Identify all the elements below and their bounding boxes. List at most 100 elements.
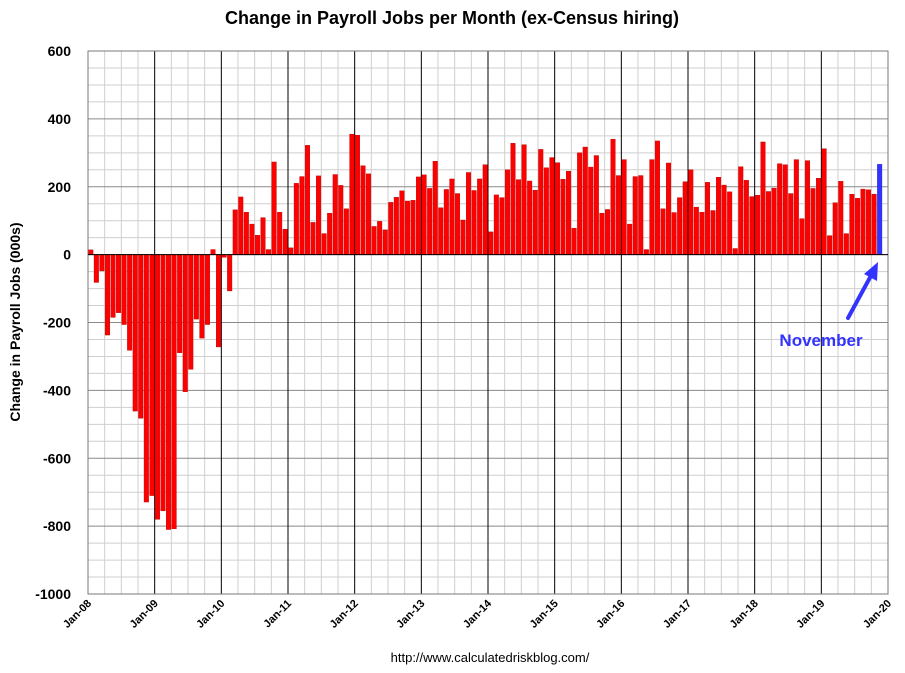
bar [293, 183, 299, 255]
bar [532, 189, 538, 255]
bar [843, 233, 849, 255]
bar [399, 190, 405, 255]
bar [766, 191, 772, 255]
bar [266, 249, 272, 255]
bar [99, 254, 105, 272]
bar [393, 197, 399, 255]
x-tick-label: Jan-17 [661, 598, 694, 631]
bar [471, 190, 477, 255]
bar [660, 208, 666, 255]
bar [288, 247, 294, 255]
bar [527, 180, 533, 255]
bar [193, 254, 199, 320]
x-tick-labels: Jan-08 Jan-09 Jan-10 Jan-11 Jan-12 Jan-13 Jan-… [61, 597, 894, 631]
x-tick-label: Jan-18 [728, 598, 761, 631]
bar [104, 254, 110, 336]
bar [671, 212, 677, 255]
x-tick-label: Jan-20 [861, 598, 894, 631]
bar [210, 249, 216, 255]
bar [716, 177, 722, 255]
bar [832, 202, 838, 255]
bar [332, 174, 338, 255]
bar [771, 187, 777, 255]
bar [516, 179, 522, 255]
bar [466, 172, 472, 255]
bar [777, 163, 783, 255]
bar [149, 254, 155, 496]
bar [632, 176, 638, 255]
bar [521, 144, 527, 255]
x-tick-label: Jan-08 [61, 598, 94, 631]
annotation-arrow [846, 270, 875, 320]
bar [482, 164, 488, 255]
bar [560, 179, 566, 255]
bar [177, 254, 183, 353]
bar [371, 226, 377, 255]
x-tick-label: Jan-09 [128, 598, 161, 631]
bar [621, 159, 627, 255]
bar [132, 254, 138, 412]
bar [238, 196, 244, 255]
bar [327, 213, 333, 255]
bar [799, 218, 805, 255]
x-tick-label: Jan-15 [528, 598, 561, 631]
bar [654, 140, 660, 255]
bar [588, 166, 594, 255]
bar [877, 164, 883, 255]
bar [227, 254, 233, 292]
y-tick-label: 200 [48, 179, 72, 195]
bar [743, 180, 749, 255]
bar [793, 159, 799, 255]
bar [349, 133, 355, 255]
y-tick-label: -800 [43, 518, 71, 534]
bar [838, 181, 844, 255]
bar [577, 152, 583, 255]
bar [638, 175, 644, 255]
bar [310, 222, 316, 255]
bar [593, 155, 599, 255]
bar [366, 173, 372, 255]
bar [582, 146, 588, 255]
bar [88, 249, 94, 255]
bars [88, 133, 883, 530]
bar [299, 176, 305, 255]
bar [343, 208, 349, 255]
bar [127, 254, 133, 351]
bar [354, 134, 360, 255]
chart-title: Change in Payroll Jobs per Month (ex-Cen… [225, 8, 679, 28]
bar [454, 193, 460, 255]
source-credit: http://www.calculatedriskblog.com/ [391, 650, 590, 665]
bar [93, 254, 99, 283]
y-axis-label: Change in Payroll Jobs (000s) [7, 222, 23, 421]
y-tick-label: 0 [63, 247, 71, 263]
bar [727, 191, 733, 255]
bar [554, 162, 560, 255]
bar [699, 212, 705, 255]
bar [571, 227, 577, 255]
bar [810, 188, 816, 255]
bar [410, 200, 416, 255]
bar [493, 194, 499, 255]
bar [199, 254, 205, 339]
bar [538, 149, 544, 255]
bar [704, 182, 710, 255]
plot-frame [87, 50, 889, 595]
y-tick-label: 400 [48, 111, 72, 127]
bar [693, 206, 699, 255]
x-tick-label: Jan-16 [594, 598, 627, 631]
x-tick-label: Jan-10 [194, 598, 227, 631]
bar [788, 193, 794, 255]
x-tick-label: Jan-12 [328, 598, 361, 631]
bar [110, 254, 116, 318]
bar [116, 254, 122, 313]
bar [566, 170, 572, 255]
bar [721, 184, 727, 255]
bar [143, 254, 149, 503]
bar [377, 221, 383, 255]
bar [188, 254, 194, 370]
bar [854, 198, 860, 255]
bar [604, 209, 610, 255]
bar [666, 162, 672, 255]
bar [460, 219, 466, 255]
bar [749, 196, 755, 255]
